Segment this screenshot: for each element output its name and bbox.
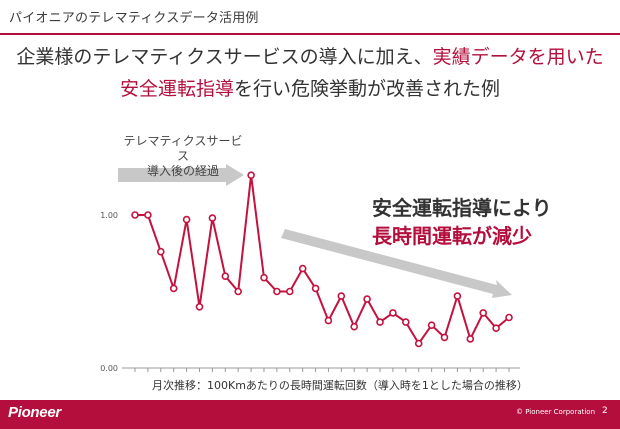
series-line: [135, 174, 510, 345]
callout-line-1: 安全運転指導により: [372, 196, 552, 220]
headline-emphasis: 実績データを用いた: [432, 46, 604, 68]
data-point: [311, 284, 320, 293]
data-point: [169, 284, 178, 293]
x-axis-caption: 月次推移：100Kmあたりの長時間運転回数（導入時を1とした場合の推移）: [152, 379, 528, 392]
data-point: [466, 335, 475, 343]
chart-series: [131, 171, 513, 348]
callout-line-2: 長時間運転が減少: [372, 224, 532, 248]
data-point: [427, 321, 436, 330]
header-divider: [0, 33, 620, 35]
trend-arrow: [281, 229, 512, 298]
data-point: [234, 287, 242, 296]
data-point: [247, 171, 255, 179]
intro-label-line-2: 導入後の経過: [146, 164, 219, 178]
data-point: [389, 309, 397, 317]
headline-text: 企業様のテレマティクスサービスの導入に加え、: [16, 46, 433, 68]
data-point: [401, 318, 410, 326]
data-point: [479, 309, 488, 317]
data-point: [273, 287, 281, 296]
data-point: [182, 215, 191, 224]
data-point: [260, 273, 268, 282]
data-point: [376, 318, 384, 326]
data-point: [350, 322, 359, 331]
headline-line-1: 企業様のテレマティクスサービスの導入に加え、実績データを用いた: [0, 45, 620, 69]
data-point: [414, 339, 423, 348]
data-point: [492, 324, 500, 333]
data-point: [285, 287, 294, 296]
data-point: [324, 316, 333, 325]
footer-bar: Pioneer © Pioneer Corporation 2: [0, 400, 620, 429]
data-point: [157, 247, 165, 256]
data-point: [208, 214, 217, 222]
data-point: [505, 313, 513, 322]
copyright-text: © Pioneer Corporation: [516, 408, 596, 416]
pioneer-logo: Pioneer: [8, 404, 61, 421]
page-number: 2: [602, 406, 608, 416]
data-point: [131, 211, 139, 219]
headline-emphasis: 安全運転指導: [119, 78, 234, 100]
y-tick-label: 0.00: [100, 364, 118, 373]
headline-text: を行い危険挙動が改善された例: [234, 78, 501, 100]
data-point: [195, 302, 204, 311]
data-point: [298, 264, 307, 273]
data-point: [221, 272, 230, 281]
page-header-title: パイオニアのテレマティクスデータ活用例: [9, 11, 259, 26]
data-point: [440, 333, 449, 342]
y-tick-label: 1.00: [100, 211, 118, 220]
data-point: [363, 295, 371, 303]
chart-axis: 0.00 1.00: [100, 211, 520, 373]
data-point: [337, 292, 346, 300]
intro-arrow: [118, 164, 244, 186]
intro-label-line-1: テレマティクスサービス: [123, 134, 243, 163]
chart-decorations: [118, 164, 512, 298]
headline-line-2: 安全運転指導を行い危険挙動が改善された例: [0, 77, 620, 101]
line-chart: 0.00 1.00: [100, 164, 520, 373]
intro-label: テレマティクスサービス 導入後の経過: [118, 134, 248, 179]
data-point: [144, 211, 152, 219]
data-point: [453, 292, 462, 300]
